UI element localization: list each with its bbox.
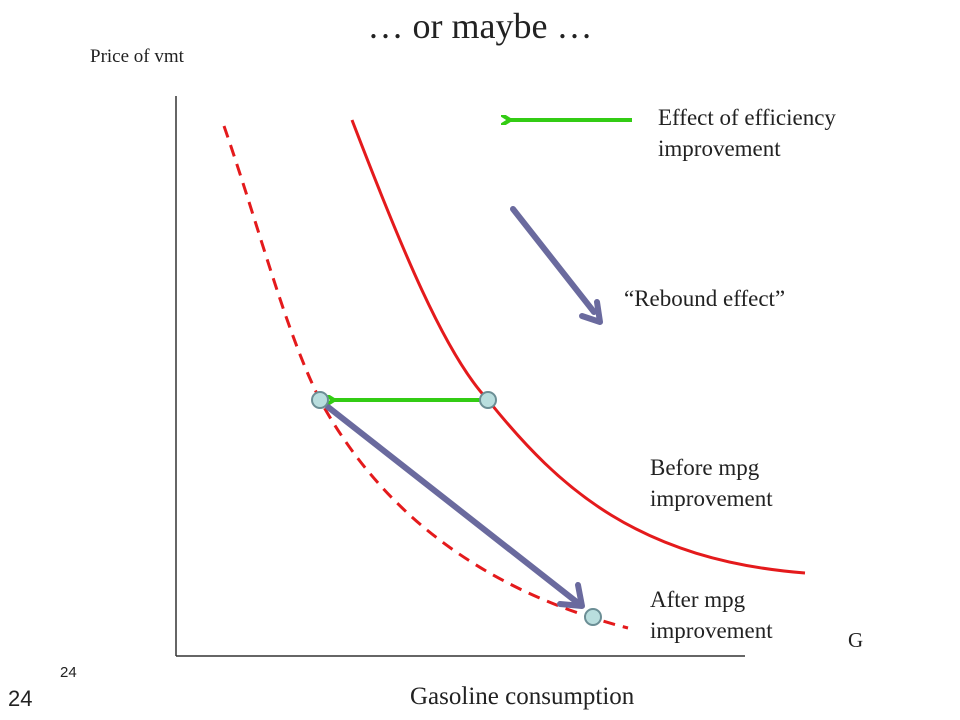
before-curve-label: Before mpg improvement — [650, 455, 773, 511]
x-axis-label: Gasoline consumption — [410, 683, 635, 710]
after-curve-label: After mpg improvement — [650, 587, 773, 643]
rebound-effect-label: “Rebound effect” — [624, 286, 786, 311]
point-after-efficiency — [311, 391, 329, 409]
efficiency-effect-label: Effect of efficiency improvement — [658, 105, 836, 161]
y-axis-label: Price of vmt — [90, 46, 184, 67]
slide-number: 24 — [8, 686, 33, 711]
rebound-shift-arrow — [325, 404, 585, 609]
slide-title: … or maybe … — [367, 6, 593, 46]
rebound-arrow-legend — [510, 206, 603, 325]
point-before — [479, 391, 497, 409]
point-after-rebound — [584, 608, 602, 626]
after-demand-curve — [222, 125, 629, 630]
x-axis-symbol: G — [848, 628, 864, 652]
slide-number-small: 24 — [60, 664, 77, 681]
